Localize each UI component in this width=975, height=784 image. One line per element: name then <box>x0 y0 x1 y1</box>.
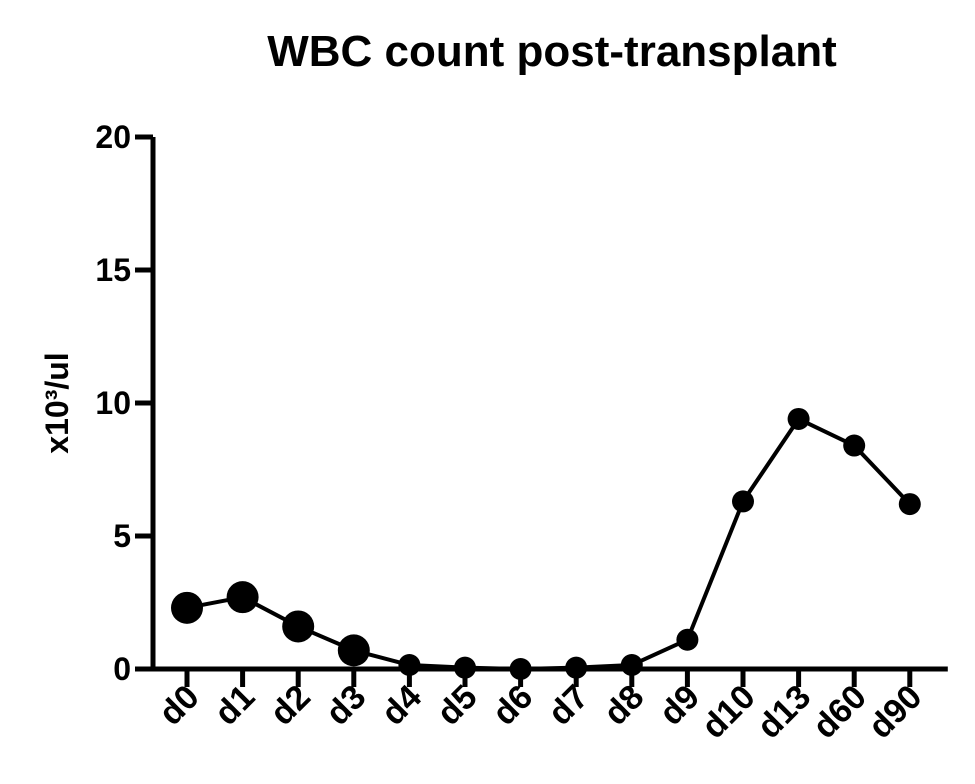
x-tick-label-d60: d60 <box>806 678 874 746</box>
y-tick-label-5: 5 <box>113 518 131 554</box>
data-point-d90 <box>898 493 921 516</box>
x-tick-label-d8: d8 <box>597 678 652 733</box>
data-point-d5 <box>454 656 476 679</box>
data-point-d0 <box>171 591 203 624</box>
data-point-d7 <box>565 656 588 679</box>
data-point-d10 <box>732 490 754 513</box>
x-tick-label-d6: d6 <box>485 678 540 733</box>
data-point-d8 <box>620 654 643 677</box>
data-point-d4 <box>398 654 421 677</box>
y-tick-label-10: 10 <box>95 385 131 421</box>
y-tick-label-0: 0 <box>113 651 131 687</box>
data-point-d6 <box>509 658 532 680</box>
x-tick-label-d2: d2 <box>263 678 318 733</box>
data-point-d9 <box>676 628 699 651</box>
y-tick-label-15: 15 <box>95 252 131 288</box>
x-tick-label-d3: d3 <box>319 678 374 733</box>
series-layer <box>171 407 921 680</box>
x-tick-label-d4: d4 <box>374 678 429 733</box>
x-tick-label-d10: d10 <box>694 678 762 746</box>
x-tick-label-d5: d5 <box>430 678 485 733</box>
data-point-d13 <box>787 407 810 430</box>
x-tick-label-d13: d13 <box>750 678 818 746</box>
x-tick-label-d90: d90 <box>861 678 929 746</box>
y-tick-label-20: 20 <box>95 119 131 155</box>
chart-title: WBC count post-transplant <box>267 27 837 76</box>
data-point-d2 <box>282 610 315 643</box>
data-point-d3 <box>337 634 370 667</box>
x-tick-label-d7: d7 <box>541 678 596 733</box>
y-axis-label: x10³/ul <box>39 352 75 453</box>
x-tick-label-d1: d1 <box>207 678 262 733</box>
x-tick-label-d0: d0 <box>152 678 207 733</box>
data-point-d1 <box>226 581 259 614</box>
data-point-d60 <box>843 434 866 457</box>
